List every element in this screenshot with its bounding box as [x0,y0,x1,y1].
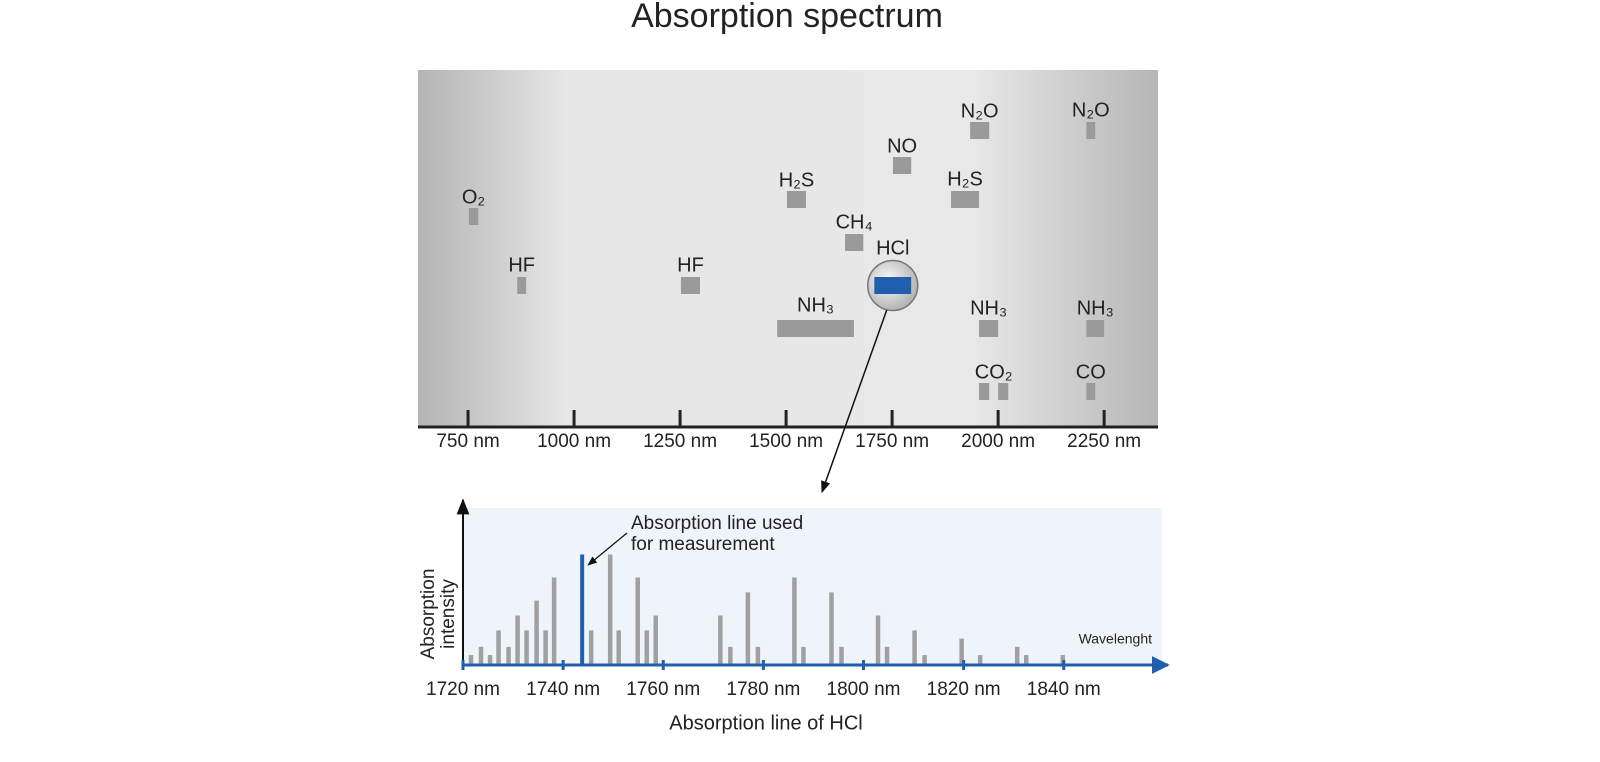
gas-label: CH₄ [836,211,873,233]
absorption-band [874,277,912,294]
gas-label: HCl [876,237,909,259]
absorption-band [979,383,990,400]
gas-label: NH₃ [797,294,834,316]
x-tick-label: 1250 nm [643,431,717,452]
absorption-band [1086,320,1105,337]
gas-label: HF [508,254,535,276]
zoom-arrow [821,309,888,494]
x-tick-label: 1780 nm [726,679,800,700]
x-axis-label: Absorption line of HCl [669,712,862,734]
detail-panel [463,508,1162,665]
x-tick-label: 1840 nm [1027,679,1101,700]
gas-label: NH₃ [1077,297,1114,319]
y-axis-label: Absorption [418,569,439,660]
absorption-band [680,277,701,294]
x-tick-label: 1740 nm [526,679,600,700]
absorption-band [777,320,854,337]
annotation-arrow [587,532,628,566]
gas-label: NO [887,135,917,157]
x-tick-label: 1720 nm [426,679,500,700]
x-tick-label: 1500 nm [749,431,823,452]
gas-label: H₂S [779,169,815,191]
x-tick-label: 750 nm [436,431,499,452]
gas-label: O₂ [462,186,485,208]
x-tick-label: 1800 nm [827,679,901,700]
annotation: for measurement [631,534,775,555]
title: Absorption spectrum [631,0,943,35]
absorption-band [786,191,807,208]
x-tick-label: 1000 nm [537,431,611,452]
gas-label: CO [1076,361,1106,383]
absorption-band [1086,122,1096,139]
absorption-band [998,383,1009,400]
axis-note: Wavelenght [1079,631,1153,647]
x-tick-label: 2250 nm [1067,431,1141,452]
y-axis-label: intensity [438,579,459,649]
x-tick-label: 1760 nm [626,679,700,700]
gas-label: N₂O [1072,99,1110,121]
spectrum-panel [418,70,1158,427]
absorption-band [845,234,864,251]
absorption-band [517,277,527,294]
gas-label: HF [677,254,704,276]
gas-label: H₂S [947,168,983,190]
absorption-band [468,208,479,225]
absorption-band [892,157,912,174]
absorption-band [979,320,999,337]
x-tick-label: 1820 nm [927,679,1001,700]
absorption-band [970,122,990,139]
absorption-band [1086,383,1096,400]
gas-label: NH₃ [970,297,1007,319]
gas-label: N₂O [961,100,999,122]
absorption-band [951,191,980,208]
x-tick-label: 1750 nm [855,431,929,452]
annotation: Absorption line used [631,513,803,534]
x-tick-label: 2000 nm [961,431,1035,452]
gas-label: CO₂ [975,361,1013,383]
